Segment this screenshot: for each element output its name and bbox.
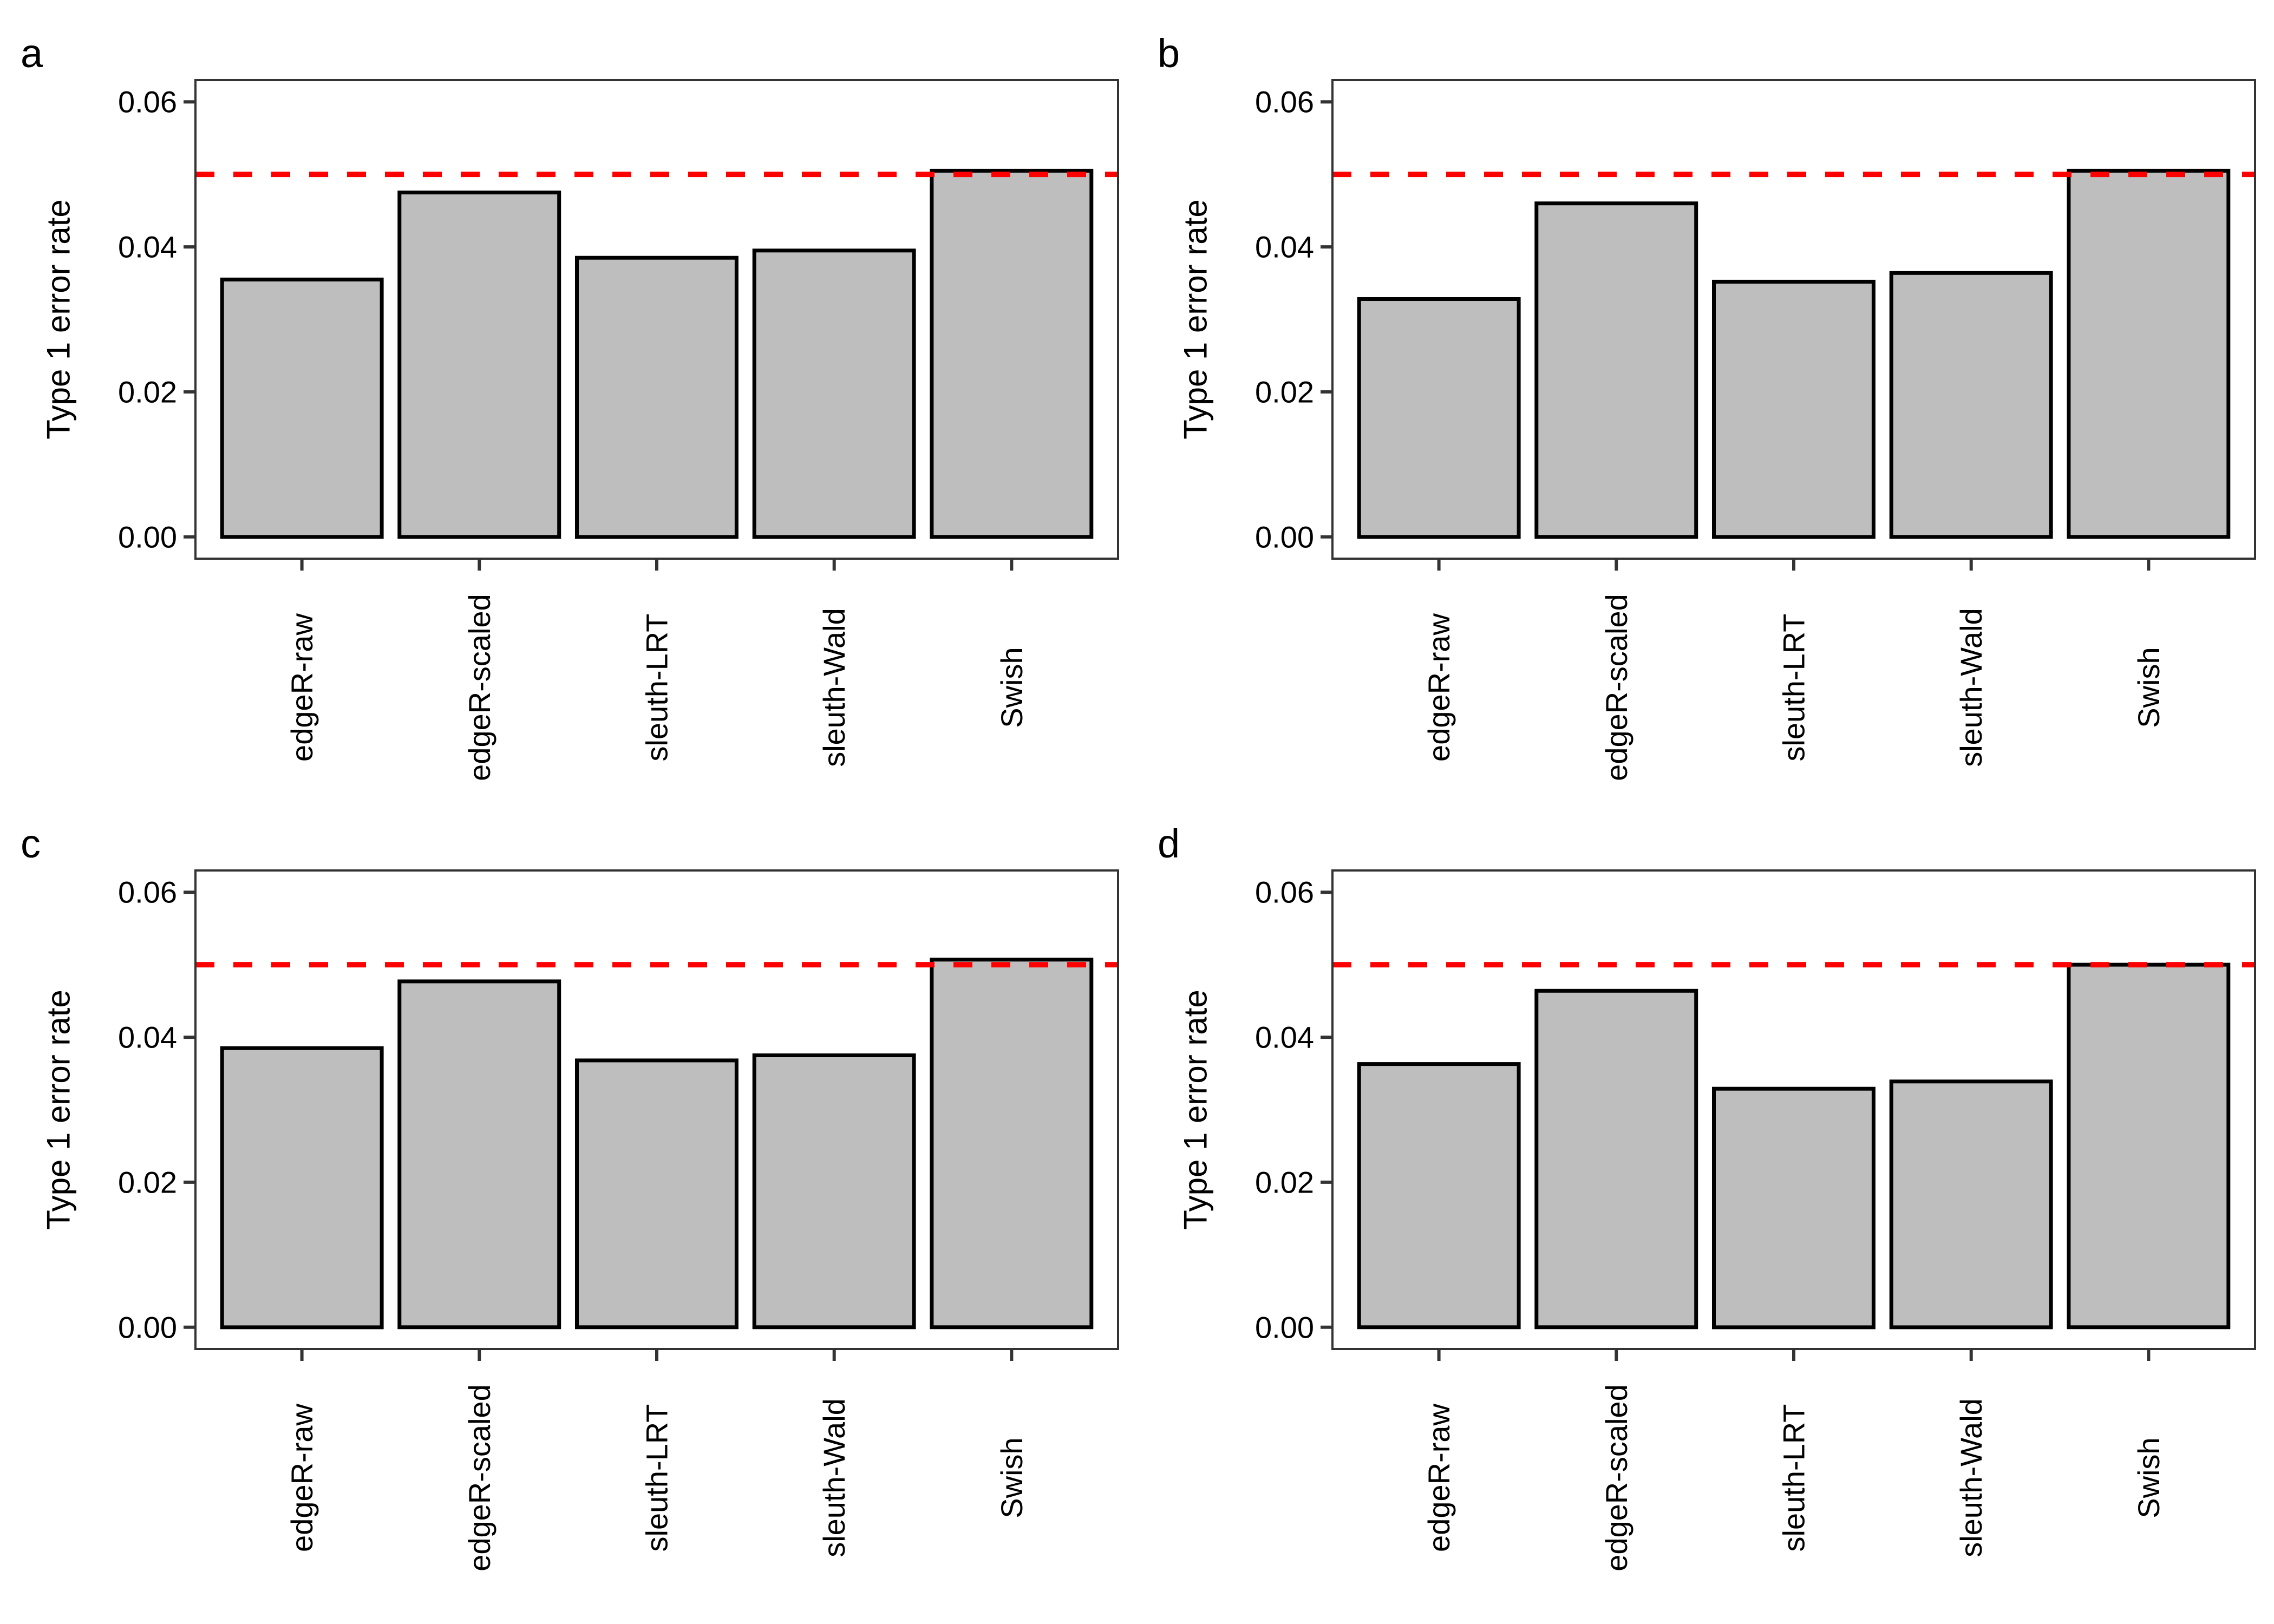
panel-letter-c: c <box>21 821 41 866</box>
bar-sleuth-LRT <box>1712 279 1876 539</box>
x-axis-label: sleuth-Wald <box>1954 1398 1988 1557</box>
y-axis-title: Type 1 error rate <box>1178 199 1214 440</box>
x-axis-label: Swish <box>2132 647 2166 728</box>
bar-chart-c: 0.00 0.02 0.04 0.06 edgeR-raw edgeR-scaled sle… <box>41 869 1119 1571</box>
bar-sleuth-Wald <box>1889 271 2053 539</box>
bar-sleuth-Wald <box>1889 1079 2053 1330</box>
y-tick-label: 0.06 <box>1255 85 1314 119</box>
y-tick-label: 0.02 <box>118 1165 177 1199</box>
panel-d: d 0.00 0.02 0.04 0.06 edgeR-raw edgeR-scaled s… <box>1137 790 2274 1624</box>
x-axis-label: edgeR-raw <box>1422 1403 1456 1551</box>
y-axis-title: Type 1 error rate <box>41 990 77 1230</box>
bar-sleuth-LRT <box>575 256 739 539</box>
bar-edgeR-scaled <box>397 979 561 1330</box>
bar-Swish <box>2067 168 2231 539</box>
bar-chart-a: 0.00 0.02 0.04 0.06 edgeR-raw edgeR-scaled sle… <box>41 79 1119 781</box>
x-axis-label: edgeR-raw <box>285 613 319 761</box>
y-tick-label: 0.00 <box>118 520 177 554</box>
x-axis-label: edgeR-scaled <box>1599 594 1633 781</box>
x-axis-label: sleuth-Wald <box>817 608 851 767</box>
bar-edgeR-scaled <box>1534 988 1698 1330</box>
bar-edgeR-raw <box>1357 297 1521 539</box>
x-axis-label: sleuth-LRT <box>640 614 674 762</box>
bar-sleuth-LRT <box>575 1058 739 1330</box>
y-tick-label: 0.06 <box>1255 875 1314 909</box>
x-axis-label: sleuth-LRT <box>640 1404 674 1552</box>
panel-letter-a: a <box>21 31 43 76</box>
x-axis-label: Swish <box>995 1437 1029 1518</box>
bar-sleuth-LRT <box>1712 1086 1876 1330</box>
y-axis-title: Type 1 error rate <box>41 199 77 440</box>
bar-chart-d: 0.00 0.02 0.04 0.06 edgeR-raw edgeR-scaled sle… <box>1178 869 2256 1571</box>
bar-chart-b: 0.00 0.02 0.04 0.06 edgeR-raw edgeR-scaled sle… <box>1178 79 2256 781</box>
bar-sleuth-Wald <box>752 248 916 539</box>
y-tick-label: 0.00 <box>1255 520 1314 554</box>
plot-border <box>1331 869 2256 1350</box>
y-tick-label: 0.06 <box>118 875 177 909</box>
panel-b: b 0.00 0.02 0.04 0.06 edgeR-raw edgeR-scaled s… <box>1137 0 2274 834</box>
plot-border <box>194 79 1119 560</box>
panel-a: a 0.00 0.02 0.04 0.06 edgeR-raw edgeR-scaled s… <box>0 0 1137 834</box>
bar-edgeR-scaled <box>397 191 561 539</box>
y-tick-label: 0.04 <box>118 230 177 264</box>
x-axis-label: edgeR-raw <box>1422 613 1456 761</box>
x-axis-label: edgeR-scaled <box>1599 1384 1633 1571</box>
bar-Swish <box>2067 962 2231 1330</box>
y-tick-label: 0.00 <box>118 1310 177 1344</box>
x-axis-label: sleuth-LRT <box>1777 1404 1811 1552</box>
x-axis-label: sleuth-Wald <box>817 1398 851 1557</box>
plot-border <box>1331 79 2256 560</box>
y-tick-label: 0.04 <box>1255 230 1314 264</box>
x-axis-label: edgeR-scaled <box>462 1384 496 1571</box>
panel-c: c 0.00 0.02 0.04 0.06 edgeR-raw edgeR-scaled s… <box>0 790 1137 1624</box>
x-axis-label: Swish <box>995 647 1029 728</box>
bar-sleuth-Wald <box>752 1053 916 1330</box>
bar-Swish <box>930 958 1094 1330</box>
y-tick-label: 0.02 <box>1255 1165 1314 1199</box>
plot-border <box>194 869 1119 1350</box>
x-axis-label: edgeR-scaled <box>462 594 496 781</box>
y-tick-label: 0.02 <box>118 375 177 409</box>
bar-edgeR-raw <box>220 277 384 539</box>
bar-edgeR-scaled <box>1534 201 1698 539</box>
y-tick-label: 0.02 <box>1255 375 1314 409</box>
panel-letter-d: d <box>1158 821 1180 866</box>
y-tick-label: 0.00 <box>1255 1310 1314 1344</box>
bar-edgeR-raw <box>1357 1062 1521 1330</box>
y-tick-label: 0.06 <box>118 85 177 119</box>
y-tick-label: 0.04 <box>1255 1020 1314 1055</box>
bar-Swish <box>930 168 1094 539</box>
x-axis-label: sleuth-LRT <box>1777 614 1811 762</box>
bar-edgeR-raw <box>220 1046 384 1330</box>
x-axis-label: Swish <box>2132 1437 2166 1518</box>
y-axis-title: Type 1 error rate <box>1178 990 1214 1230</box>
x-axis-label: edgeR-raw <box>285 1403 319 1551</box>
panel-letter-b: b <box>1158 31 1180 76</box>
y-tick-label: 0.04 <box>118 1020 177 1055</box>
x-axis-label: sleuth-Wald <box>1954 608 1988 767</box>
